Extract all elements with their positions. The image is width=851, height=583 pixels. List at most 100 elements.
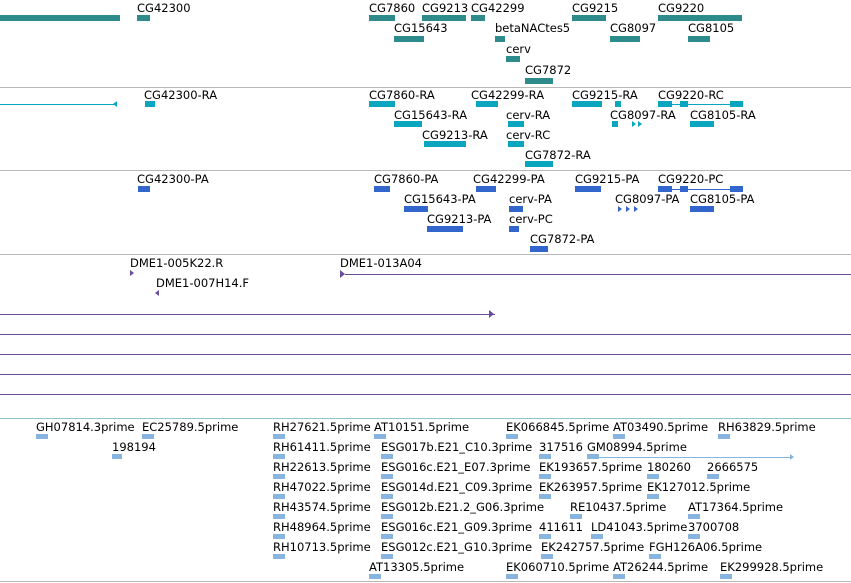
est-feature[interactable] <box>506 434 518 439</box>
ests-label-ek127012-5prime[interactable]: EK127012.5prime <box>647 480 751 494</box>
genes-label-cg8097[interactable]: CG8097 <box>610 21 657 35</box>
ests-label-re10437-5prime[interactable]: RE10437.5prime <box>570 500 667 514</box>
genes-label-cg9215[interactable]: CG9215 <box>572 1 619 15</box>
proteins-label-cg7872-pa[interactable]: CG7872-PA <box>530 232 595 246</box>
ests-label-rh27621-5prime[interactable]: RH27621.5prime <box>273 420 371 434</box>
transcript-exon[interactable] <box>680 101 688 107</box>
transcript-exon[interactable] <box>615 101 621 107</box>
transcript-exon[interactable] <box>394 121 422 127</box>
est-feature[interactable] <box>587 454 599 459</box>
ests-label-rh43574-5prime[interactable]: RH43574.5prime <box>273 500 371 514</box>
gene-feature[interactable] <box>688 36 710 42</box>
transcript-exon[interactable] <box>369 101 395 107</box>
est-feature[interactable] <box>374 434 386 439</box>
proteins-label-cg8097-pa[interactable]: CG8097-PA <box>615 192 680 206</box>
transcript-exon[interactable] <box>424 141 466 147</box>
ests-label-esg016c-e21-g09-3prime[interactable]: ESG016c.E21_G09.3prime <box>381 520 533 534</box>
ests-label-198194[interactable]: 198194 <box>112 440 156 454</box>
genes-label-cg15643[interactable]: CG15643 <box>394 21 448 35</box>
clones-label-dme1-005k22-r[interactable]: DME1-005K22.R <box>130 256 224 270</box>
genes-label-cg42300[interactable]: CG42300 <box>137 1 191 15</box>
ests-label-rh63829-5prime[interactable]: RH63829.5prime <box>718 420 816 434</box>
ests-label-esg014d-e21-c09-3prime[interactable]: ESG014d.E21_C09.3prime <box>381 480 533 494</box>
protein-feature[interactable] <box>509 206 523 212</box>
transcript-arrow[interactable] <box>638 121 642 127</box>
transcript-exon[interactable] <box>690 121 714 127</box>
est-feature[interactable] <box>649 554 661 559</box>
ests-label-at03490-5prime[interactable]: AT03490.5prime <box>613 420 709 434</box>
est-feature[interactable] <box>570 514 582 519</box>
ests-label-esg012b-e21-2-g06-3prime[interactable]: ESG012b.E21.2_G06.3prime <box>381 500 545 514</box>
est-feature[interactable] <box>273 554 285 559</box>
ests-label-fgh126a06-5prime[interactable]: FGH126A06.5prime <box>649 540 763 554</box>
ests-label-ek263957-5prime[interactable]: EK263957.5prime <box>539 480 643 494</box>
genes-label-cg7872[interactable]: CG7872 <box>525 63 572 77</box>
clone-marker[interactable] <box>130 270 134 276</box>
est-feature[interactable] <box>142 434 154 439</box>
protein-feature[interactable] <box>530 246 548 252</box>
clone-marker[interactable] <box>155 290 159 296</box>
transcript-arrow[interactable] <box>113 101 117 107</box>
ests-label-gm08994-5prime[interactable]: GM08994.5prime <box>587 440 687 454</box>
ests-label-ek242757-5prime[interactable]: EK242757.5prime <box>541 540 645 554</box>
proteins-label-cg15643-pa[interactable]: CG15643-PA <box>404 192 476 206</box>
est-feature[interactable] <box>369 574 381 579</box>
est-feature[interactable] <box>273 474 285 479</box>
transcript-exon[interactable] <box>508 141 524 147</box>
protein-arrow[interactable] <box>618 206 622 212</box>
est-feature[interactable] <box>381 494 393 499</box>
est-feature[interactable] <box>718 434 730 439</box>
ests-label-ek299928-5prime[interactable]: EK299928.5prime <box>720 560 824 574</box>
transcript-exon[interactable] <box>612 121 618 127</box>
ests-label-ek193657-5prime[interactable]: EK193657.5prime <box>539 460 643 474</box>
ests-label-rh10713-5prime[interactable]: RH10713.5prime <box>273 540 371 554</box>
gene-feature[interactable] <box>137 15 150 21</box>
est-feature[interactable] <box>707 474 719 479</box>
est-feature[interactable] <box>539 494 551 499</box>
protein-feature[interactable] <box>404 206 428 212</box>
protein-feature[interactable] <box>658 186 672 192</box>
est-feature[interactable] <box>541 554 553 559</box>
transcript-exon[interactable] <box>572 101 602 107</box>
ests-label-gh07814-3prime[interactable]: GH07814.3prime <box>36 420 135 434</box>
ests-label-rh48964-5prime[interactable]: RH48964.5prime <box>273 520 371 534</box>
ests-label-ek066845-5prime[interactable]: EK066845.5prime <box>506 420 610 434</box>
est-feature[interactable] <box>381 454 393 459</box>
transcript-exon[interactable] <box>658 101 672 107</box>
est-feature[interactable] <box>381 514 393 519</box>
clones-label-dme1-013a04[interactable]: DME1-013A04 <box>340 256 422 270</box>
gene-feature[interactable] <box>369 15 395 21</box>
transcripts-label-cg8097-ra[interactable]: CG8097-RA <box>610 108 676 122</box>
genes-label-cg42299[interactable]: CG42299 <box>471 1 525 15</box>
est-feature[interactable] <box>381 474 393 479</box>
genes-label-cg9220[interactable]: CG9220 <box>658 1 705 15</box>
est-feature[interactable] <box>506 574 518 579</box>
proteins-label-cg7860-pa[interactable]: CG7860-PA <box>374 172 439 186</box>
proteins-label-cg9220-pc[interactable]: CG9220-PC <box>658 172 724 186</box>
est-feature[interactable] <box>273 494 285 499</box>
transcripts-label-cerv-rc[interactable]: cerv-RC <box>506 128 551 142</box>
ests-label-rh47022-5prime[interactable]: RH47022.5prime <box>273 480 371 494</box>
proteins-label-cerv-pa[interactable]: cerv-PA <box>509 192 552 206</box>
est-arrow[interactable] <box>790 454 794 460</box>
gene-feature[interactable] <box>610 36 640 42</box>
ests-label-180260[interactable]: 180260 <box>647 460 691 474</box>
gene-feature[interactable] <box>658 15 742 21</box>
gene-feature[interactable] <box>422 15 466 21</box>
est-feature[interactable] <box>36 434 48 439</box>
est-feature[interactable] <box>273 434 285 439</box>
transcripts-label-cg9220-rc[interactable]: CG9220-RC <box>658 88 724 102</box>
protein-feature[interactable] <box>690 206 714 212</box>
ests-label-2666575[interactable]: 2666575 <box>707 460 759 474</box>
est-feature[interactable] <box>273 514 285 519</box>
genes-label-cg9213[interactable]: CG9213 <box>422 1 469 15</box>
genes-label-cg7860[interactable]: CG7860 <box>369 1 416 15</box>
transcripts-label-cg15643-ra[interactable]: CG15643-RA <box>394 108 468 122</box>
ests-label-esg016c-e21-e07-3prime[interactable]: ESG016c.E21_E07.3prime <box>381 460 531 474</box>
ests-label-esg017b-e21-c10-3prime[interactable]: ESG017b.E21_C10.3prime <box>381 440 533 454</box>
ests-label-ec25789-5prime[interactable]: EC25789.5prime <box>142 420 239 434</box>
ests-label-ek060710-5prime[interactable]: EK060710.5prime <box>506 560 610 574</box>
protein-arrow[interactable] <box>634 206 638 212</box>
ests-label-at17364-5prime[interactable]: AT17364.5prime <box>688 500 784 514</box>
ests-label-rh22613-5prime[interactable]: RH22613.5prime <box>273 460 371 474</box>
